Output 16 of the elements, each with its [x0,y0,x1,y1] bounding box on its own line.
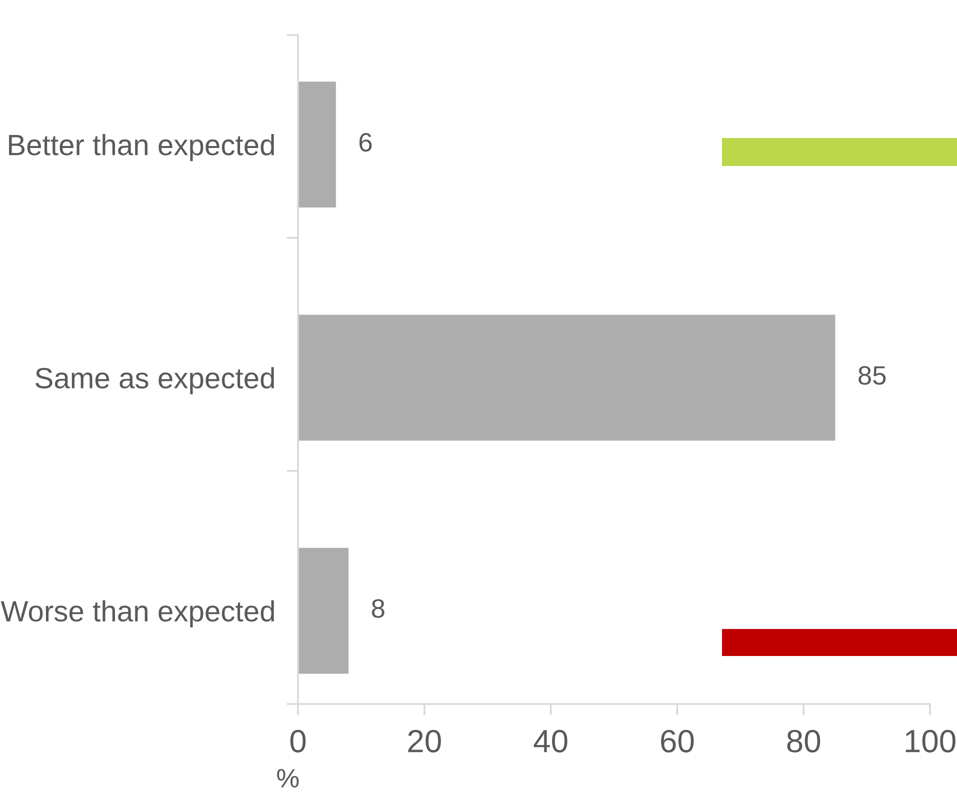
bar [298,548,349,674]
data-label: 8 [372,599,384,618]
y-tick-label: Same as expected [36,367,274,394]
x-tick-label: 60 [661,730,694,752]
data-label: 85 [858,366,886,385]
x-tick-label: 80 [787,730,820,752]
bar [298,82,336,208]
x-tick-label: 100 [906,730,956,752]
x-tick-label: 20 [408,730,441,752]
x-tick-label: 40 [534,730,568,752]
x-axis-title: % [277,769,299,788]
bar [298,314,836,441]
y-tick-label: Better than expected [9,134,274,162]
data-label: 6 [359,132,372,152]
x-tick-label: 0 [290,730,306,752]
y-tick-label: Worse than expected [0,600,274,628]
